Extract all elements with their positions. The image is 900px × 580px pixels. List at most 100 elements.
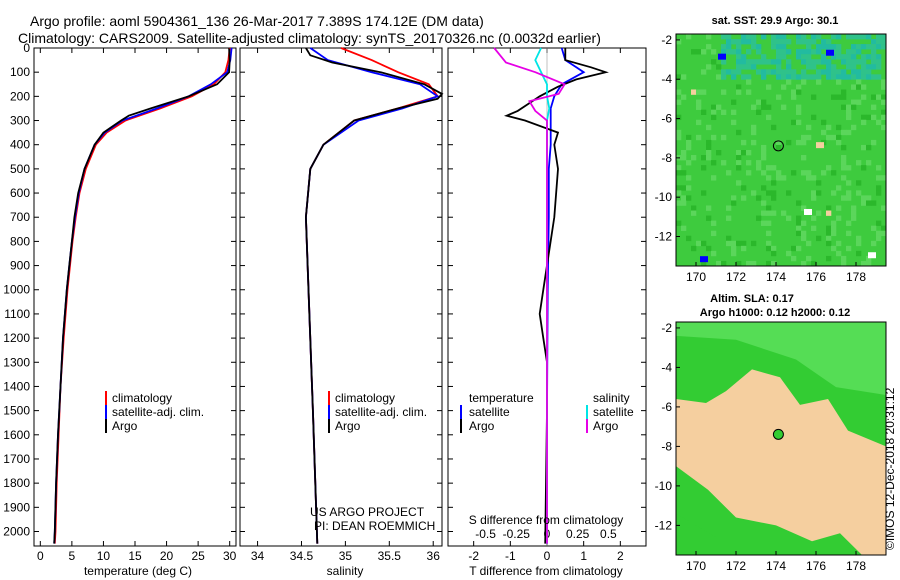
map-cell — [801, 139, 807, 146]
map-cell — [786, 39, 792, 45]
map-cell — [741, 59, 747, 65]
plot-frame — [33, 47, 237, 547]
map-cell — [716, 150, 722, 156]
depth-tick-label: 1000 — [3, 283, 30, 297]
map-cell — [831, 74, 837, 80]
map-cell — [771, 124, 777, 131]
sla-map-title-2: Argo h1000: 0.12 h2000: 0.12 — [700, 307, 850, 319]
map-cell — [721, 134, 727, 141]
depth-tick-label: 1700 — [3, 452, 30, 466]
sla-map-title-1: Altim. SLA: 0.17 — [710, 293, 794, 305]
map-cell — [796, 54, 802, 60]
series-line — [53, 47, 231, 544]
map-cell — [756, 99, 762, 105]
legend-temperature-title: temperature — [469, 391, 534, 405]
map-cell — [741, 240, 747, 247]
map-cell — [836, 205, 842, 211]
map-cell — [811, 215, 817, 221]
map-cell — [811, 190, 817, 196]
map-patch — [816, 142, 824, 149]
map-cell — [841, 155, 847, 161]
map-cell — [711, 109, 717, 115]
top-x-tick-label: 0.5 — [600, 527, 617, 541]
map-cell — [781, 210, 787, 216]
map-cell — [721, 260, 727, 267]
map-cell — [846, 104, 852, 110]
map-cell — [736, 44, 742, 50]
map-cell — [826, 74, 832, 80]
map-cell — [776, 59, 782, 65]
map-cell — [711, 104, 717, 110]
map-cell — [751, 104, 757, 110]
map-cell — [816, 79, 822, 85]
map-cell — [871, 74, 877, 80]
map-cell — [841, 94, 847, 100]
map-cell — [871, 114, 877, 121]
map-cell — [816, 190, 822, 196]
map-cell — [876, 119, 882, 126]
map-cell — [771, 210, 777, 216]
map-cell — [741, 245, 747, 252]
map-patch — [826, 49, 834, 56]
temperature-legend: climatology satellite-adj. clim. Argo — [105, 391, 204, 433]
map-cell — [711, 114, 717, 121]
map-cell — [871, 59, 877, 65]
map-cell — [856, 34, 862, 40]
map-cell — [696, 49, 702, 55]
map-cell — [841, 59, 847, 65]
map-cell — [756, 69, 762, 75]
x-tick-label: 35.5 — [378, 549, 402, 563]
map-cell — [796, 200, 802, 206]
map-cell — [681, 155, 687, 161]
map-cell — [736, 64, 742, 70]
map-cell — [706, 155, 712, 161]
map-cell — [711, 175, 717, 181]
map-cell — [806, 44, 812, 50]
map-cell — [851, 44, 857, 50]
map-cell — [841, 160, 847, 166]
map-cell — [771, 34, 777, 40]
map-cell — [836, 44, 842, 50]
x-tick-label: 34 — [251, 549, 265, 563]
map-cell — [761, 69, 767, 75]
map-cell — [811, 225, 817, 231]
map-y-tick-label: -2 — [661, 321, 672, 335]
map-cell — [676, 134, 682, 141]
map-cell — [756, 59, 762, 65]
map-cell — [761, 54, 767, 60]
map-cell — [876, 220, 882, 226]
map-cell — [706, 139, 712, 146]
map-cell — [806, 124, 812, 131]
map-cell — [776, 44, 782, 50]
map-cell — [706, 205, 712, 211]
map-cell — [771, 250, 777, 257]
map-cell — [851, 49, 857, 55]
map-cell — [851, 64, 857, 70]
map-cell — [736, 59, 742, 65]
map-y-tick-label: -6 — [661, 112, 672, 126]
map-cell — [836, 124, 842, 131]
map-cell — [876, 54, 882, 60]
map-cell — [811, 39, 817, 45]
map-cell — [821, 54, 827, 60]
map-cell — [811, 74, 817, 80]
map-cell — [681, 150, 687, 156]
map-cell — [791, 245, 797, 252]
map-cell — [766, 59, 772, 65]
map-cell — [841, 89, 847, 95]
map-cell — [876, 59, 882, 65]
map-cell — [751, 240, 757, 247]
map-cell — [786, 49, 792, 55]
map-cell — [761, 74, 767, 80]
map-cell — [871, 139, 877, 146]
map-cell — [781, 54, 787, 60]
map-cell — [751, 64, 757, 70]
map-cell — [786, 64, 792, 70]
map-cell — [741, 54, 747, 60]
map-cell — [736, 89, 742, 95]
map-cell — [866, 54, 872, 60]
map-cell — [856, 235, 862, 242]
map-cell — [771, 59, 777, 65]
map-cell — [846, 195, 852, 201]
map-cell — [846, 220, 852, 226]
